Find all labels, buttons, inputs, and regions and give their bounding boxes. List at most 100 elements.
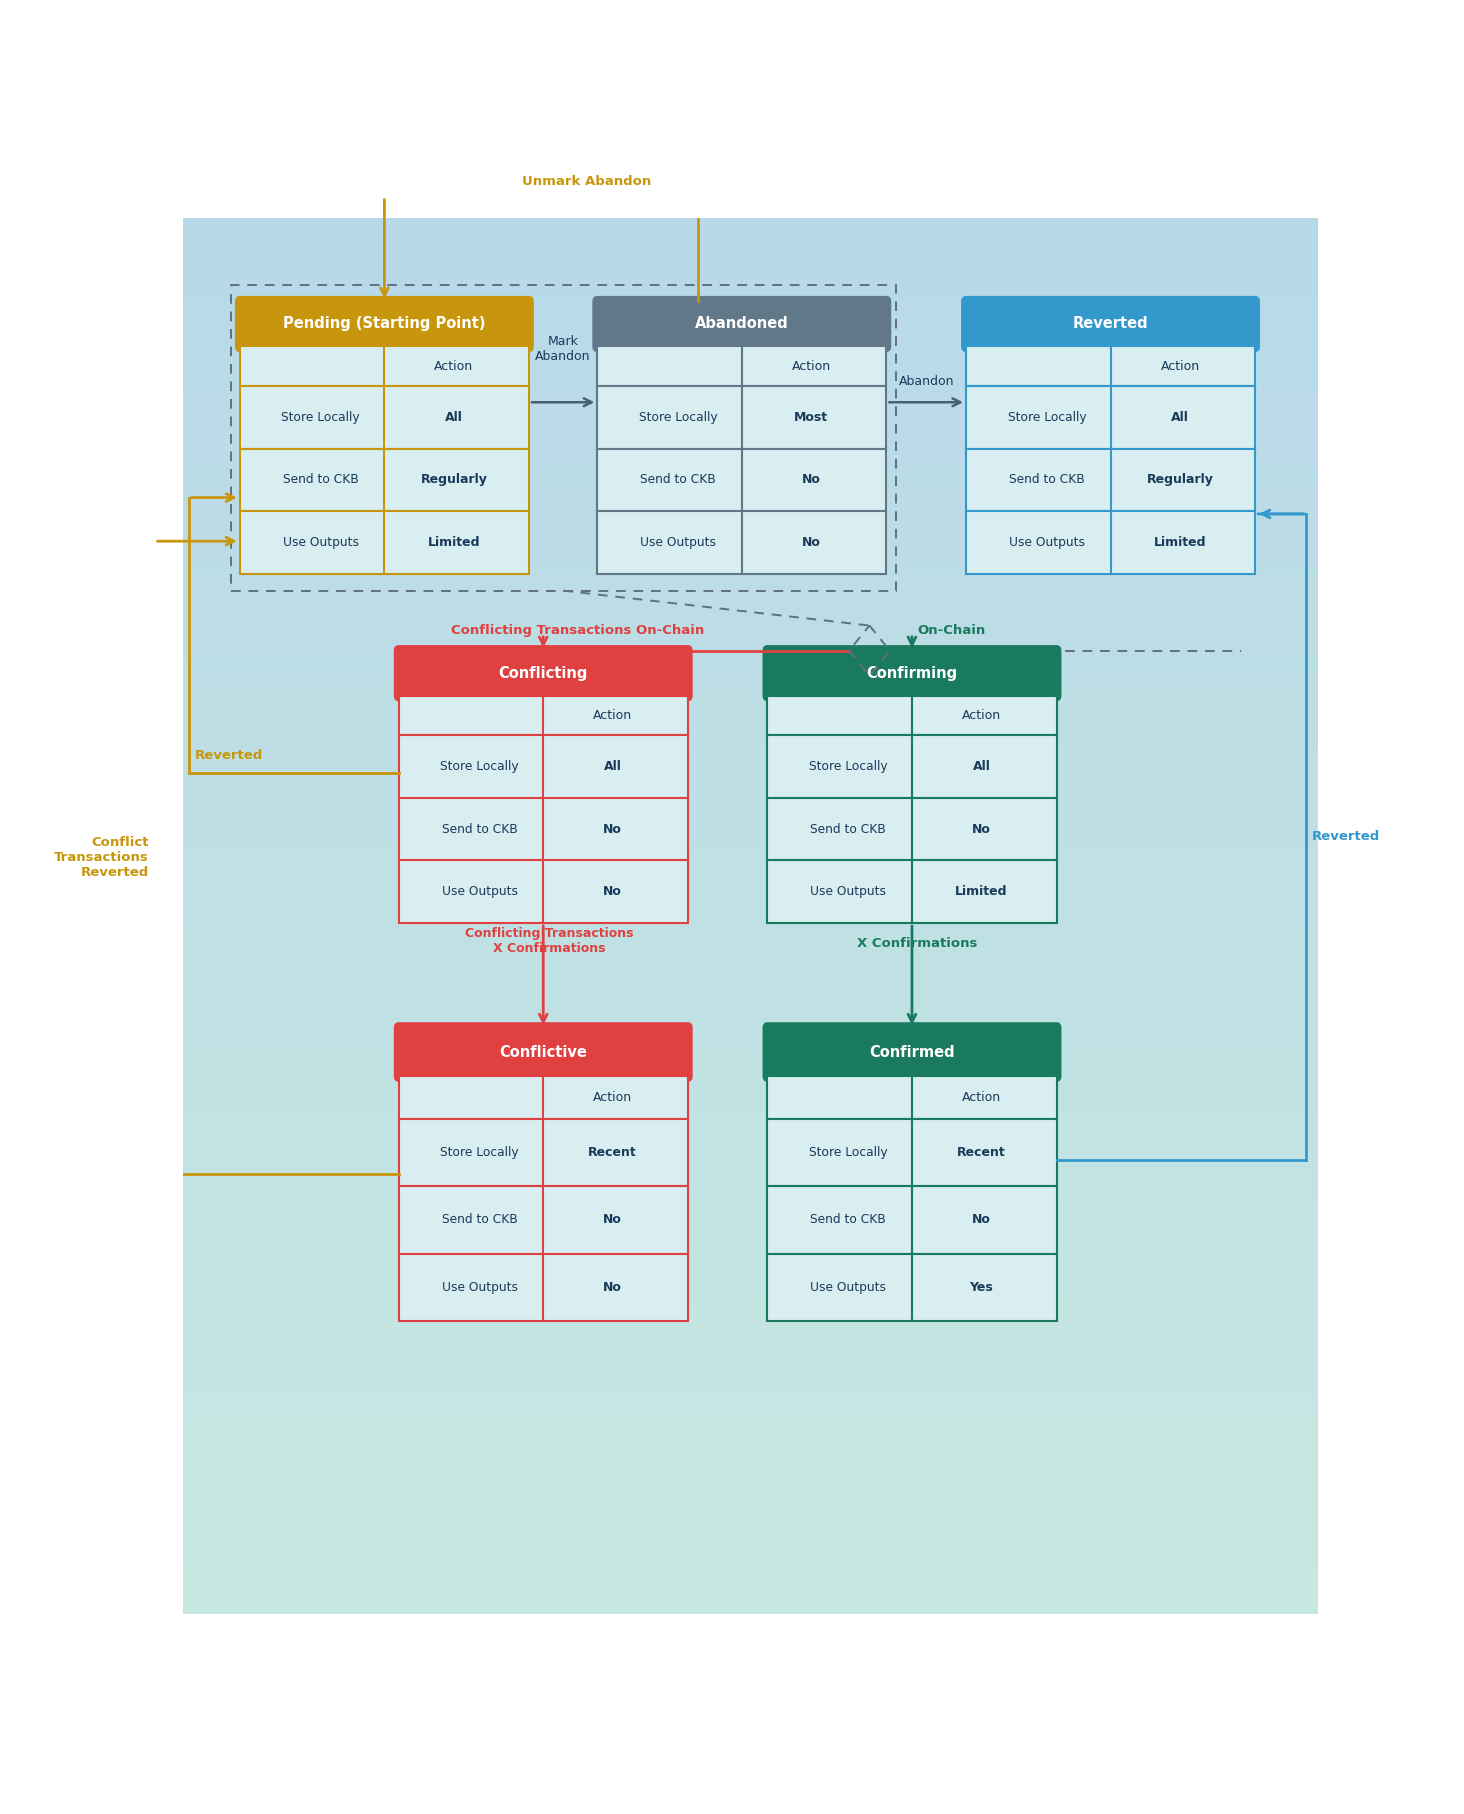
Bar <box>183 448 1318 455</box>
Bar <box>240 346 529 386</box>
Bar <box>183 357 1318 365</box>
Text: Most: Most <box>793 410 829 424</box>
Bar <box>183 336 1318 343</box>
Bar <box>183 428 1318 434</box>
Text: Use Outputs: Use Outputs <box>283 535 359 550</box>
Bar <box>183 1419 1318 1426</box>
Bar <box>183 972 1318 980</box>
Bar <box>183 1426 1318 1433</box>
Bar <box>183 902 1318 909</box>
Bar <box>183 539 1318 546</box>
Text: Confirmed: Confirmed <box>870 1045 955 1059</box>
Bar <box>183 671 1318 678</box>
Text: Action: Action <box>593 709 632 722</box>
Bar <box>183 1070 1318 1078</box>
Bar <box>183 1497 1318 1502</box>
Bar <box>183 1531 1318 1538</box>
Bar <box>398 695 688 735</box>
Text: Send to CKB: Send to CKB <box>640 473 716 486</box>
Bar <box>183 1558 1318 1565</box>
Bar <box>767 1186 1057 1253</box>
Bar <box>183 1188 1318 1195</box>
Bar <box>183 475 1318 483</box>
Bar <box>183 323 1318 330</box>
FancyBboxPatch shape <box>962 297 1259 350</box>
Bar <box>183 1259 1318 1266</box>
Bar <box>183 943 1318 951</box>
Bar <box>183 343 1318 350</box>
Bar <box>183 916 1318 923</box>
Bar <box>398 735 688 798</box>
Bar <box>183 330 1318 336</box>
Bar <box>183 840 1318 845</box>
Bar <box>767 735 1057 798</box>
Bar <box>183 1174 1318 1181</box>
Bar <box>183 546 1318 553</box>
Bar <box>183 1328 1318 1335</box>
Text: Reverted: Reverted <box>1073 316 1148 332</box>
Text: Send to CKB: Send to CKB <box>811 1214 886 1226</box>
Bar <box>240 448 529 512</box>
Bar <box>183 308 1318 316</box>
Bar <box>183 1489 1318 1497</box>
Bar <box>183 259 1318 267</box>
Bar <box>183 798 1318 804</box>
Bar <box>183 1404 1318 1411</box>
Bar <box>183 588 1318 595</box>
Bar <box>183 707 1318 713</box>
Text: Use Outputs: Use Outputs <box>811 1281 886 1293</box>
Bar <box>183 1384 1318 1391</box>
Bar <box>767 1119 1057 1186</box>
Text: Conflicting Transactions On-Chain: Conflicting Transactions On-Chain <box>451 624 704 637</box>
Bar <box>183 1321 1318 1328</box>
Bar <box>183 958 1318 965</box>
Bar <box>183 791 1318 798</box>
Bar <box>183 1244 1318 1252</box>
Text: X Confirmations: X Confirmations <box>858 938 978 951</box>
Text: Reverted: Reverted <box>195 749 262 762</box>
Text: Recent: Recent <box>957 1146 1006 1159</box>
Bar <box>240 386 529 448</box>
Bar <box>183 1593 1318 1600</box>
Bar <box>183 845 1318 853</box>
Text: Store Locally: Store Locally <box>1007 410 1086 424</box>
Bar <box>183 762 1318 769</box>
Bar <box>767 860 1057 923</box>
Bar <box>183 1112 1318 1119</box>
Text: No: No <box>603 1214 622 1226</box>
Bar <box>183 735 1318 742</box>
Bar <box>240 512 529 573</box>
Bar <box>398 1253 688 1321</box>
Text: Conflicting: Conflicting <box>499 666 589 680</box>
Bar <box>183 1350 1318 1357</box>
Bar <box>183 658 1318 664</box>
Bar <box>183 1154 1318 1161</box>
Bar <box>183 951 1318 958</box>
Bar <box>183 664 1318 671</box>
Bar <box>183 490 1318 497</box>
Bar <box>183 1448 1318 1453</box>
Bar <box>183 1279 1318 1286</box>
Text: Store Locally: Store Locally <box>441 760 518 773</box>
Bar <box>183 909 1318 916</box>
Bar <box>183 568 1318 573</box>
Text: Conflictive: Conflictive <box>499 1045 587 1059</box>
Bar <box>183 252 1318 259</box>
Text: Use Outputs: Use Outputs <box>1009 535 1085 550</box>
Bar <box>183 392 1318 399</box>
Text: Confirming: Confirming <box>867 666 957 680</box>
Bar <box>183 1056 1318 1063</box>
Bar <box>398 860 688 923</box>
Bar <box>183 742 1318 749</box>
Bar <box>183 1342 1318 1350</box>
Bar <box>183 267 1318 274</box>
Bar <box>183 992 1318 1000</box>
Bar <box>183 615 1318 622</box>
Bar <box>183 1097 1318 1105</box>
Bar <box>183 1272 1318 1279</box>
Text: No: No <box>972 822 991 836</box>
Bar <box>183 1538 1318 1544</box>
Text: Store Locally: Store Locally <box>638 410 717 424</box>
Bar <box>183 1014 1318 1021</box>
Bar <box>183 818 1318 825</box>
